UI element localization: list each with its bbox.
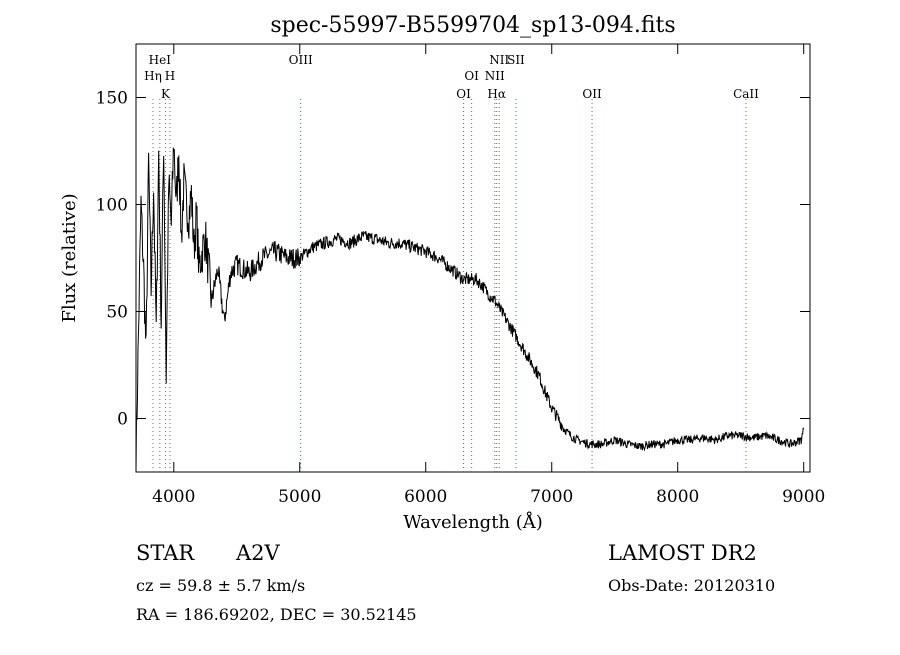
- line-marker-label: H: [165, 69, 175, 83]
- x-tick-label: 7000: [530, 487, 573, 507]
- survey-name: LAMOST DR2: [608, 541, 757, 565]
- y-tick-label: 0: [117, 410, 128, 430]
- x-tick-label: 5000: [278, 487, 321, 507]
- y-axis: 0 50 100 150: [96, 89, 810, 430]
- y-tick-label: 100: [96, 196, 128, 216]
- x-tick-label: 4000: [152, 487, 195, 507]
- line-marker-label: Hα: [487, 87, 506, 101]
- ra-dec: RA = 186.69202, DEC = 30.52145: [136, 605, 417, 624]
- spectral-type: A2V: [235, 541, 281, 565]
- chart-title: spec-55997-B5599704_sp13-094.fits: [270, 13, 675, 38]
- y-tick-label: 150: [96, 89, 128, 109]
- cz-value: cz = 59.8 ± 5.7 km/s: [136, 576, 305, 595]
- line-marker-label: NII: [489, 53, 509, 67]
- line-marker-label: K: [161, 87, 171, 101]
- line-marker-label: OIII: [289, 53, 313, 67]
- line-marker-label: OI: [464, 69, 479, 83]
- line-marker-label: CaII: [733, 87, 759, 101]
- line-marker-label: OII: [582, 87, 602, 101]
- emission-line-markers: [152, 96, 747, 472]
- x-tick-label: 9000: [782, 487, 825, 507]
- line-marker-label: HeI: [149, 53, 172, 67]
- x-axis-label: Wavelength (Å): [403, 511, 543, 533]
- x-tick-label: 6000: [404, 487, 447, 507]
- y-axis-label: Flux (relative): [59, 193, 80, 322]
- star-label: STAR: [136, 541, 195, 565]
- x-axis: 4000 5000 6000 7000 8000 9000: [152, 44, 825, 507]
- obs-date: Obs-Date: 20120310: [608, 576, 775, 595]
- plot-frame: [135, 43, 811, 473]
- line-marker-label: SII: [507, 53, 525, 67]
- line-marker-label: Hη: [144, 69, 162, 83]
- y-tick-label: 50: [106, 303, 128, 323]
- flux-spectrum-line: [135, 147, 805, 473]
- line-marker-label: NII: [485, 69, 505, 83]
- x-tick-label: 8000: [656, 487, 699, 507]
- line-marker-label: OI: [456, 87, 471, 101]
